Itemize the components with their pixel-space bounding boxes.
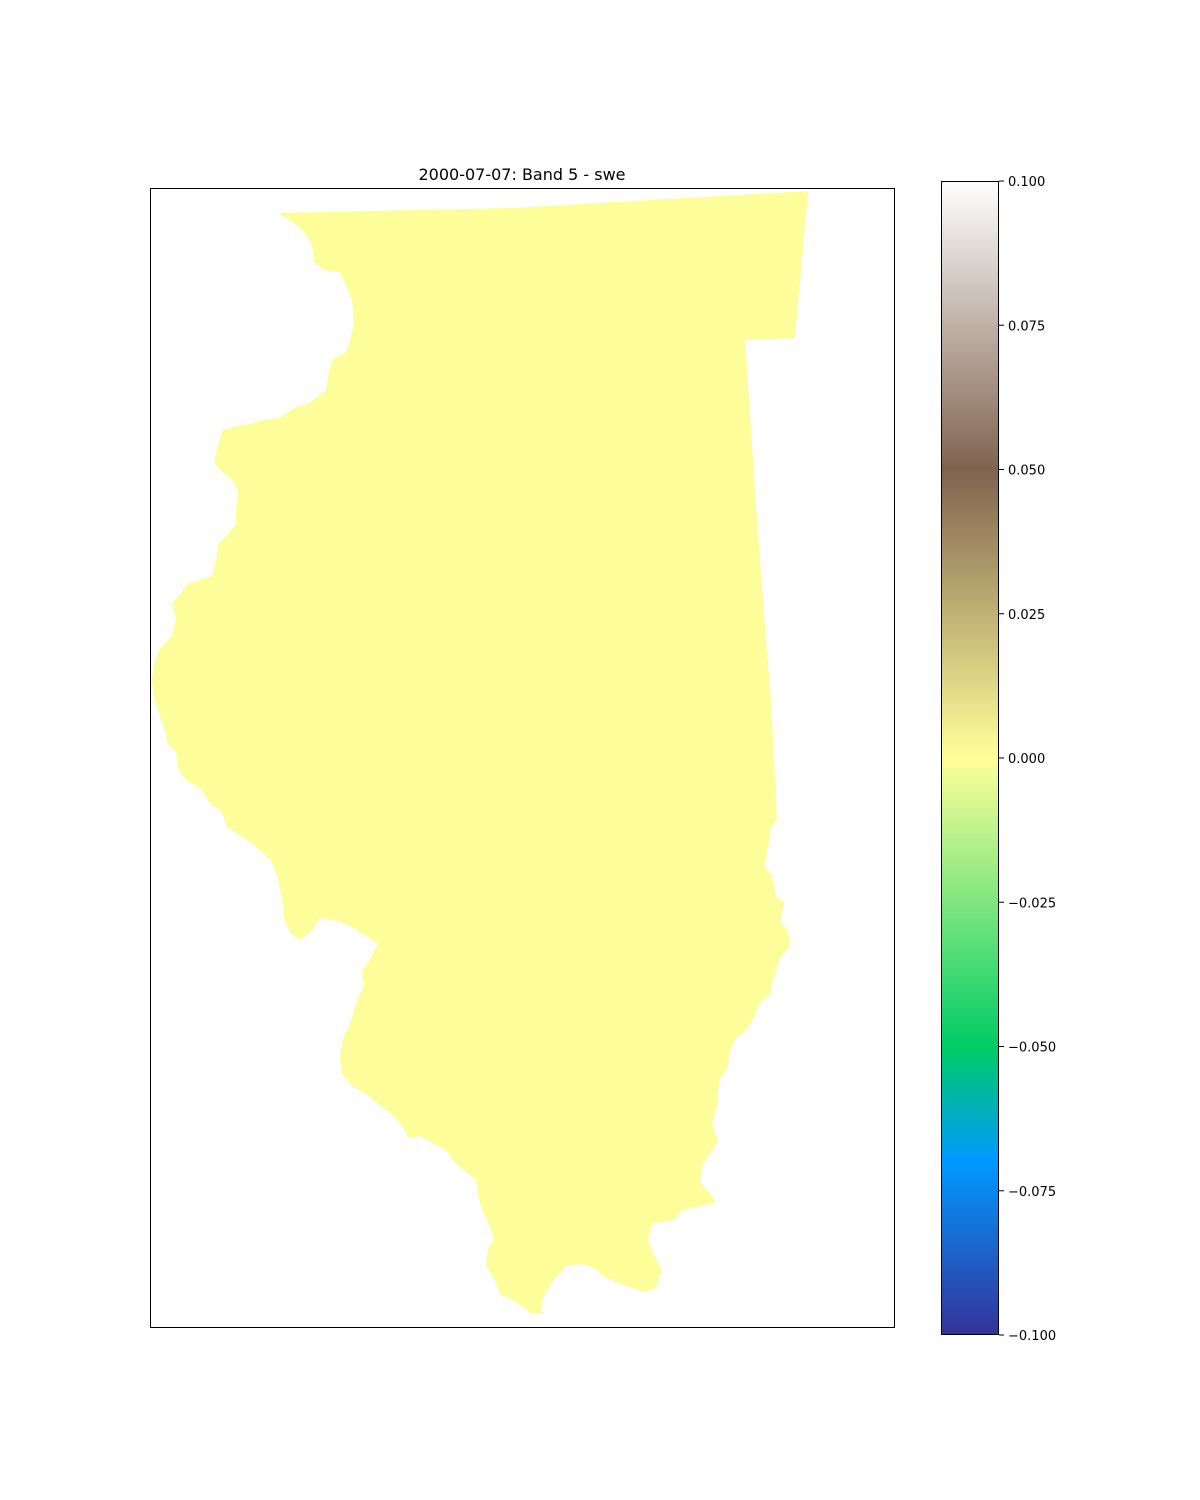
colorbar-scale — [941, 181, 999, 1335]
colorbar-tick-label: −0.075 — [1008, 1185, 1056, 1200]
colorbar-tick-label: −0.025 — [1008, 896, 1056, 911]
colorbar-tick-label: −0.100 — [1008, 1329, 1056, 1344]
colorbar-frame — [941, 181, 999, 1335]
colorbar-tick-label: 0.050 — [1008, 464, 1045, 479]
colorbar-ticks: 0.100 0.075 0.050 0.025 0.000 −0.025 −0.050 −0.… — [999, 175, 1056, 1344]
colorbar-tick-label: −0.050 — [1008, 1041, 1056, 1056]
colorbar-tick-label: 0.025 — [1008, 608, 1045, 623]
colorbar-tick-label: 0.000 — [1008, 752, 1045, 767]
illinois-region — [152, 191, 808, 1314]
colorbar-tick-label: 0.100 — [1008, 175, 1045, 190]
colorbar-tick-label: 0.075 — [1008, 319, 1045, 334]
map-title: 2000-07-07: Band 5 - swe — [418, 165, 625, 184]
